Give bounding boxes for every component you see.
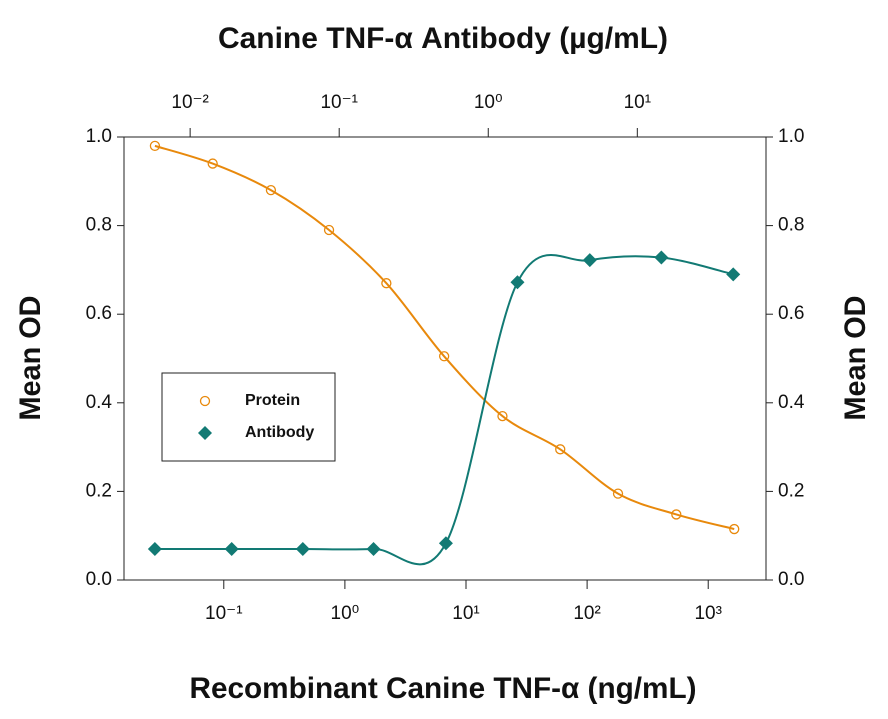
data-point (224, 541, 239, 556)
y2-tick-label: 0.6 (778, 303, 804, 324)
x2-tick-label: 10⁻¹ (320, 92, 358, 113)
data-point (207, 158, 218, 169)
top-axis-title: Canine TNF-α Antibody (µg/mL) (218, 22, 668, 55)
data-point (438, 351, 450, 362)
data-point (654, 250, 669, 265)
data-point (612, 488, 624, 499)
y2-tick-label: 0.2 (778, 480, 804, 501)
plot-frame (123, 136, 767, 581)
data-point (726, 267, 741, 282)
x2-tick-label: 10⁻² (171, 92, 209, 113)
legend-label: Protein (245, 392, 300, 409)
data-point (366, 541, 381, 556)
data-point (582, 253, 597, 268)
data-point (510, 275, 525, 290)
data-point (381, 278, 392, 289)
legend-box (161, 372, 336, 462)
x-tick-label: 10¹ (452, 603, 479, 624)
legend-marker (199, 395, 211, 407)
y-tick-label: 0.0 (86, 569, 112, 590)
y-tick-label: 0.6 (86, 303, 112, 324)
y-tick-label: 0.8 (86, 215, 112, 236)
data-point (729, 523, 740, 535)
data-point (265, 185, 277, 196)
x-axis-title: Recombinant Canine TNF-α (ng/mL) (190, 672, 697, 705)
x-tick-label: 10⁰ (331, 603, 360, 624)
y-axis-title: Mean OD (14, 296, 47, 421)
data-point (438, 536, 453, 551)
fit-curve (154, 253, 734, 566)
y-tick-label: 1.0 (86, 126, 112, 147)
data-point (497, 410, 508, 422)
data-point (555, 444, 566, 455)
data-point (149, 140, 161, 152)
y-tick-label: 0.2 (86, 480, 112, 501)
y2-tick-label: 1.0 (778, 126, 804, 147)
data-point (323, 224, 335, 236)
x-tick-label: 10³ (694, 603, 721, 624)
legend-label: Antibody (245, 424, 314, 441)
y-tick-label: 0.4 (86, 392, 113, 413)
y2-tick-label: 0.0 (778, 569, 804, 590)
data-point (671, 509, 682, 520)
data-point (147, 541, 162, 556)
fit-curve (154, 144, 735, 531)
x-tick-label: 10² (573, 603, 600, 624)
y2-tick-label: 0.4 (778, 392, 805, 413)
x-tick-label: 10⁻¹ (205, 603, 243, 624)
data-point (295, 541, 310, 556)
legend-marker (198, 426, 212, 440)
x2-tick-label: 10⁰ (474, 92, 503, 113)
y2-axis-title: Mean OD (839, 296, 872, 421)
y2-tick-label: 0.8 (778, 215, 804, 236)
x2-tick-label: 10¹ (624, 92, 651, 113)
